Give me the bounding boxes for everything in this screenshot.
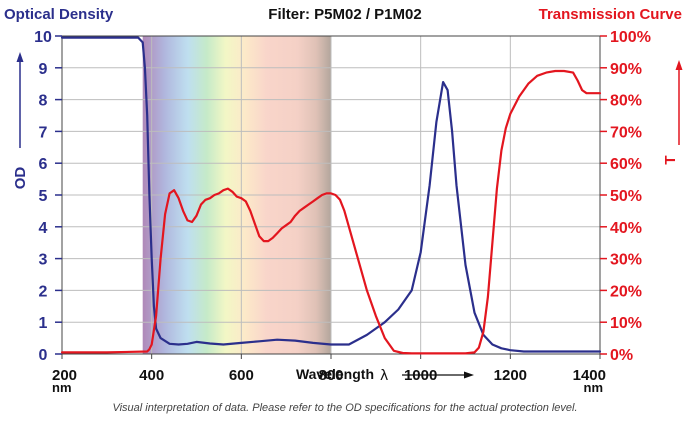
od-tick-label: 1 (39, 315, 48, 332)
od-tick-label: 0 (39, 347, 48, 364)
od-tick-labels: 0 1 2 3 4 5 6 7 8 9 10 (34, 29, 62, 364)
transmission-tick-labels: 0% 10% 20% 30% 40% 50% 60% 70% 80% 90% 100% (600, 29, 651, 364)
transmission-tick-label: 0% (610, 347, 633, 364)
od-tick-label: 9 (39, 61, 48, 78)
x-unit-right: nm (584, 380, 604, 395)
x-axis-arrowhead (464, 371, 474, 379)
transmission-tick-label: 90% (610, 61, 642, 78)
wavelength-tick-labels: 200 400 600 800 1000 1200 1400 (52, 354, 606, 384)
transmission-tick-label: 60% (610, 156, 642, 173)
od-tick-label: 7 (39, 124, 48, 141)
transmission-tick-label: 10% (610, 315, 642, 332)
lambda-symbol: λ (380, 368, 388, 384)
transmission-axis-title: Transmission Curve (538, 6, 682, 23)
wavelength-tick-label: 600 (229, 367, 254, 384)
wavelength-tick-label: 400 (139, 367, 164, 384)
wavelength-tick-label: 1400 (573, 367, 606, 384)
od-tick-label: 8 (39, 93, 48, 110)
chart: 0 1 2 3 4 5 6 7 8 9 10 0% 10% 20% 30% 40% 50% 60% 70% 80% 9… (12, 29, 683, 395)
transmission-series-line (60, 69, 602, 355)
footnote: Visual interpretation of data. Please re… (112, 402, 578, 414)
od-axis-arrowhead (16, 52, 24, 62)
od-tick-label: 4 (39, 220, 48, 237)
od-series-line (60, 36, 602, 353)
od-axis-title: Optical Density (4, 6, 114, 23)
od-tick-label: 3 (39, 252, 48, 269)
transmission-tick-label: 20% (610, 283, 642, 300)
wavelength-tick-label: 200 (52, 367, 77, 384)
transmission-tick-label: 80% (610, 93, 642, 110)
od-tick-label: 5 (39, 188, 48, 205)
gridlines (62, 36, 600, 354)
series-lines (60, 36, 602, 355)
chart-title: Filter: P5M02 / P1M02 (268, 6, 422, 23)
transmission-axis-label: T (662, 155, 679, 164)
od-axis-label: OD (12, 167, 29, 190)
wavelength-tick-label: 800 (318, 367, 343, 384)
od-tick-label: 2 (39, 283, 48, 300)
x-axis-label: Wavelength (296, 366, 374, 382)
transmission-tick-label: 40% (610, 220, 642, 237)
x-unit-left: nm (52, 380, 72, 395)
wavelength-tick-label: 1200 (494, 367, 527, 384)
transmission-tick-label: 70% (610, 124, 642, 141)
transmission-tick-label: 30% (610, 252, 642, 269)
od-tick-label: 10 (34, 29, 52, 46)
transmission-tick-label: 100% (610, 29, 651, 46)
transmission-axis-arrowhead (675, 60, 683, 70)
od-tick-label: 6 (39, 156, 48, 173)
transmission-tick-label: 50% (610, 188, 642, 205)
